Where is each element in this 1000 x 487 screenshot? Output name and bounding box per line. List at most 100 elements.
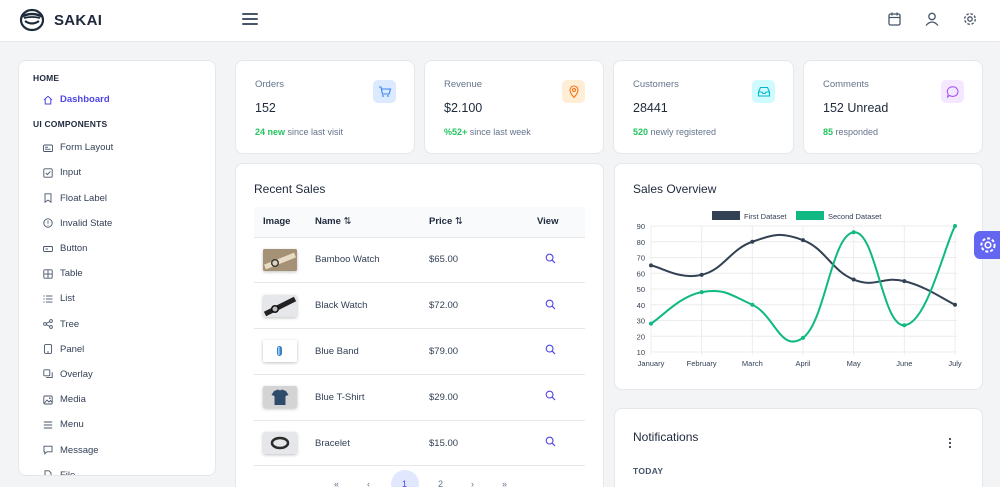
table-row: Black Watch $72.00 [254, 282, 585, 330]
sidebar-item-label: Form Layout [60, 142, 114, 154]
sidebar-item-overlay[interactable]: Overlay [33, 362, 201, 387]
sidebar-item-dashboard[interactable]: Dashboard [33, 87, 201, 112]
sidebar-item-table[interactable]: Table [33, 261, 201, 286]
page-2-button[interactable]: 2 [437, 479, 443, 487]
more-options-icon[interactable] [948, 436, 952, 454]
column-header-view: View [528, 207, 585, 238]
view-cell [528, 374, 585, 421]
sidebar-item-panel[interactable]: Panel [33, 337, 201, 362]
product-image-cell [254, 282, 306, 330]
first-page-button[interactable]: « [333, 479, 339, 487]
sidebar-item-input[interactable]: Input [33, 160, 201, 185]
sidebar-item-label: Table [60, 268, 83, 280]
sidebar-item-message[interactable]: Message [33, 437, 201, 462]
stat-title: Customers [633, 79, 679, 90]
sidebar-item-file[interactable]: File [33, 463, 201, 475]
column-header-price[interactable]: Price ⇅ [420, 207, 528, 238]
data-point [801, 335, 805, 340]
table-row: Blue T-Shirt $29.00 [254, 374, 585, 421]
stat-highlight: 24 new [255, 127, 286, 137]
data-point [902, 323, 907, 328]
view-cell [528, 328, 585, 375]
view-cell [528, 282, 585, 330]
user-icon[interactable] [924, 10, 940, 28]
data-point [750, 302, 755, 307]
bookmark-icon [44, 193, 52, 204]
button-icon [43, 245, 53, 252]
sidebar-item-menu[interactable]: Menu [33, 412, 201, 437]
product-image-cell [254, 237, 306, 284]
sidebar-item-label: Overlay [60, 368, 93, 380]
search-icon[interactable] [545, 390, 556, 404]
search-icon[interactable] [545, 344, 556, 358]
stat-value: 28441 [633, 101, 668, 115]
sidebar-item-button[interactable]: Button [33, 236, 201, 261]
stat-title: Orders [255, 79, 285, 90]
sidebar-item-form-layout[interactable]: Form Layout [33, 135, 201, 160]
stat-highlight: 520 [633, 127, 649, 137]
sidebar-item-media[interactable]: Media [33, 387, 201, 412]
last-page-button[interactable]: » [501, 479, 507, 487]
sidebar-item-invalid-state[interactable]: Invalid State [33, 211, 201, 236]
recent-sales-title: Recent Sales [254, 182, 326, 196]
sidebar-item-tree[interactable]: Tree [33, 312, 201, 337]
sidebar-item-label: Panel [60, 343, 85, 355]
comment-icon [43, 445, 53, 455]
y-tick-label: 10 [637, 348, 645, 357]
y-tick-label: 40 [637, 301, 645, 310]
data-point [953, 224, 957, 228]
page-1-button[interactable]: 1 [390, 470, 419, 487]
share-icon [43, 319, 53, 329]
product-price: $15.00 [420, 420, 528, 467]
image-icon [43, 395, 53, 405]
logo[interactable]: SAKAI [18, 8, 102, 32]
data-point [851, 230, 856, 235]
comment-icon [946, 85, 958, 98]
stat-footer-text: responded [833, 127, 879, 137]
product-image [263, 294, 297, 317]
shopping-cart-icon [378, 85, 391, 97]
inbox-icon [757, 86, 770, 97]
search-icon[interactable] [545, 253, 556, 267]
data-point [649, 321, 653, 326]
product-name: Black Watch [306, 282, 420, 330]
view-cell [528, 237, 585, 284]
config-button[interactable] [974, 231, 1000, 259]
search-icon[interactable] [545, 436, 556, 450]
next-page-button[interactable]: › [471, 479, 474, 487]
table-icon [43, 269, 53, 279]
data-point [699, 272, 704, 277]
column-header-name[interactable]: Name ⇅ [306, 207, 420, 238]
id-card-icon [43, 144, 53, 152]
hamburger-icon[interactable] [242, 13, 258, 27]
sidebar-item-label: List [60, 293, 75, 305]
stat-footer: 520 newly registered [633, 127, 774, 137]
notifications-today-label: TODAY [633, 466, 664, 476]
y-tick-label: 50 [637, 285, 645, 294]
x-tick-label: May [847, 359, 861, 368]
stat-title: Revenue [444, 79, 483, 90]
product-name: Blue Band [306, 328, 420, 375]
legend-label: First Dataset [744, 212, 787, 221]
sidebar-item-label: Invalid State [60, 217, 113, 229]
stat-title: Comments [823, 79, 869, 90]
stat-card-customers: Customers 28441 520 newly registered [613, 60, 794, 154]
calendar-icon[interactable] [886, 10, 902, 28]
sidebar-item-float-label[interactable]: Float Label [33, 186, 201, 211]
sidebar-item-label: Float Label [60, 192, 108, 204]
gear-icon[interactable] [962, 10, 978, 28]
sidebar-item-label: Menu [60, 419, 84, 431]
prev-page-button[interactable]: ‹ [367, 479, 370, 487]
stat-footer: %52+ since last week [444, 127, 584, 137]
stat-value: $2.100 [444, 101, 483, 115]
x-tick-label: July [948, 359, 962, 368]
sidebar-item-label: Message [60, 444, 99, 456]
sidebar-item-list[interactable]: List [33, 286, 201, 311]
product-image [263, 432, 297, 455]
y-tick-label: 90 [637, 222, 645, 231]
stat-card-revenue: Revenue $2.100 %52+ since last week [424, 60, 604, 154]
search-icon[interactable] [545, 299, 556, 313]
table-row: Bamboo Watch $65.00 [254, 237, 585, 284]
paginator: « ‹ 1 2 › » [236, 470, 605, 487]
y-tick-label: 30 [637, 317, 645, 326]
